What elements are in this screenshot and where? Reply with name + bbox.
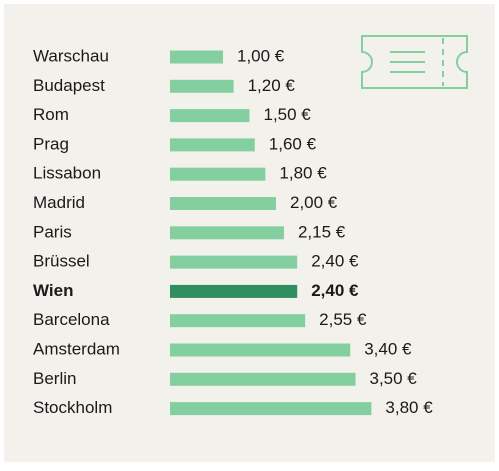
category-label: Amsterdam: [33, 339, 120, 358]
bar: [170, 167, 266, 181]
category-label: Lissabon: [33, 164, 101, 183]
value-label: 2,55 €: [319, 310, 367, 329]
value-label: 3,50 €: [370, 369, 418, 388]
value-label: 3,80 €: [385, 398, 433, 417]
bar: [170, 284, 298, 298]
category-label: Madrid: [33, 193, 85, 212]
category-label: Warschau: [33, 46, 109, 65]
bar: [170, 372, 356, 386]
bar: [170, 343, 351, 357]
bar: [170, 197, 276, 210]
category-label: Budapest: [33, 76, 105, 95]
category-label: Stockholm: [33, 398, 112, 417]
bar: [170, 226, 284, 240]
value-label: 1,50 €: [264, 105, 312, 124]
bar: [170, 79, 234, 93]
bar: [170, 402, 372, 416]
value-label: 1,60 €: [269, 134, 317, 153]
category-label: Wien: [33, 281, 73, 300]
category-label: Rom: [33, 105, 69, 124]
category-label: Brüssel: [33, 252, 90, 271]
value-label: 2,00 €: [290, 193, 338, 212]
value-label: 2,15 €: [298, 222, 346, 241]
value-label: 1,00 €: [237, 46, 285, 65]
bar: [170, 50, 223, 64]
category-label: Paris: [33, 222, 72, 241]
category-label: Berlin: [33, 369, 76, 388]
value-label: 1,20 €: [248, 76, 296, 95]
value-label: 1,80 €: [279, 164, 327, 183]
value-label: 2,40 €: [311, 281, 359, 300]
bar: [170, 109, 250, 123]
value-label: 3,40 €: [364, 339, 412, 358]
ticket-icon: [361, 35, 468, 89]
bar: [170, 138, 255, 152]
value-label: 2,40 €: [311, 252, 359, 271]
bar: [170, 255, 298, 269]
bar: [170, 314, 306, 328]
category-label: Prag: [33, 134, 69, 153]
category-label: Barcelona: [33, 310, 110, 329]
